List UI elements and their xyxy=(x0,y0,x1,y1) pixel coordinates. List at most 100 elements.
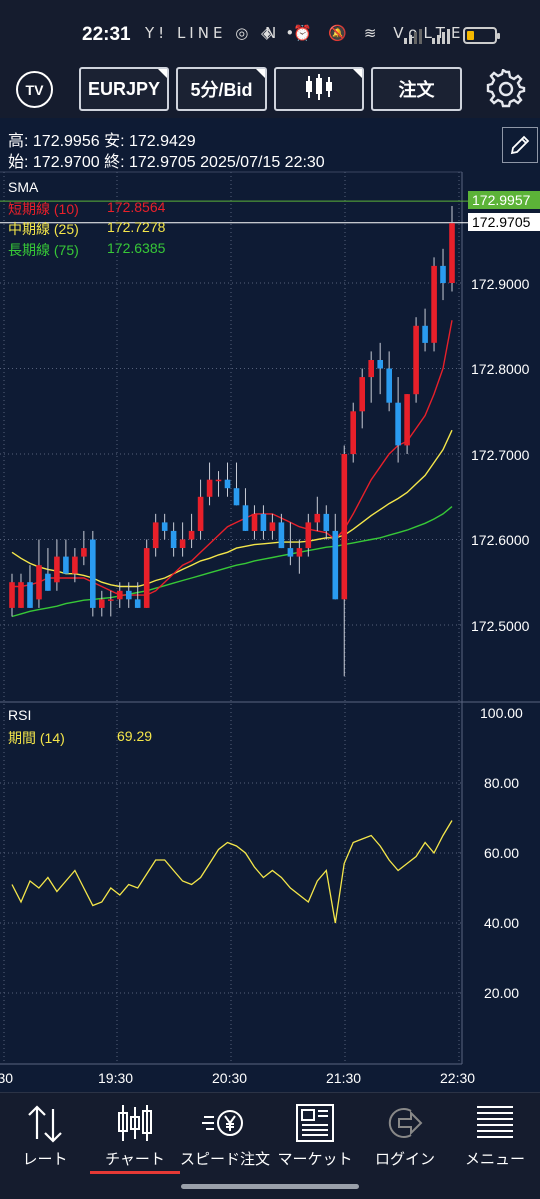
time-tick: 20:30 xyxy=(212,1070,248,1086)
candle-body xyxy=(63,556,69,574)
newspaper-icon xyxy=(270,1101,360,1145)
candle-body xyxy=(341,454,348,600)
login-arrow-icon xyxy=(360,1101,450,1145)
nav-speed-order[interactable]: スピード注文 xyxy=(180,1093,270,1183)
nav-menu-label: メニュー xyxy=(464,1150,525,1168)
candle-body xyxy=(278,522,285,549)
ohlc-line-2: 始: 172.9700 終: 172.9705 2025/07/15 22:30 xyxy=(8,154,325,171)
status-bar: 22:31 Y! LINE ◎ ◈ • N ⏰ 🔕 ≋ VoLTE xyxy=(0,0,540,62)
candle-body xyxy=(152,522,159,549)
nav-rate-label: レート xyxy=(22,1150,68,1168)
candle-body xyxy=(126,590,132,600)
candle-body xyxy=(431,265,437,343)
candlestick-icon xyxy=(304,72,334,107)
price-tick: 172.6000 xyxy=(471,532,530,548)
gear-icon[interactable] xyxy=(486,68,526,109)
price-tick: 172.7000 xyxy=(471,447,530,463)
candle-body xyxy=(72,556,78,574)
battery-icon xyxy=(463,27,500,44)
status-time: 22:31 xyxy=(82,24,131,45)
sma-title: SMA xyxy=(8,179,39,195)
sma-mid-line xyxy=(11,429,453,588)
candle-body xyxy=(449,223,455,283)
active-tab-indicator xyxy=(90,1171,180,1174)
candle-body xyxy=(314,513,321,523)
candle-body xyxy=(108,599,114,601)
nav-menu[interactable]: メニュー xyxy=(450,1093,540,1183)
nav-chart[interactable]: チャート xyxy=(90,1093,180,1183)
ohlc-line-1: 高: 172.9956 安: 172.9429 xyxy=(8,133,196,150)
candle-body xyxy=(242,505,249,531)
candle-body xyxy=(117,590,123,600)
bottom-navigation: レート チャート スピード注文 マーケット ログイン メニュー xyxy=(0,1092,540,1199)
candle-body xyxy=(99,599,105,608)
chart-toolbar: TV EURJPY 5分/Bid 注文 xyxy=(0,62,540,118)
nav-login[interactable]: ログイン xyxy=(360,1093,450,1183)
candle-body xyxy=(296,548,303,557)
sma-short-line xyxy=(12,320,453,596)
candle-body xyxy=(170,530,177,548)
candle-body xyxy=(206,479,213,497)
candle-body xyxy=(215,479,222,482)
rsi-tick: 20.00 xyxy=(484,985,520,1001)
sma-long-value: 172.6385 xyxy=(107,240,166,256)
candle-body xyxy=(368,360,374,378)
candle-body xyxy=(188,530,195,540)
candle-body xyxy=(422,325,428,343)
rsi-tick: 60.00 xyxy=(484,845,520,861)
time-tick: 22:30 xyxy=(440,1070,476,1086)
price-tick: 172.5000 xyxy=(471,618,530,634)
symbol-selector-button[interactable]: EURJPY xyxy=(79,67,169,111)
price-tick: 172.9000 xyxy=(471,276,530,292)
sma-long-line xyxy=(11,506,453,618)
sma-mid-value: 172.7278 xyxy=(107,219,166,235)
candle-body xyxy=(323,513,330,531)
time-tick: 21:30 xyxy=(326,1070,362,1086)
candle-body xyxy=(260,513,267,531)
tradingview-logo-icon[interactable]: TV xyxy=(16,71,53,108)
candle-body xyxy=(54,556,60,583)
candle-body xyxy=(161,522,168,531)
candle-body xyxy=(18,582,24,608)
candle-body xyxy=(143,548,150,608)
candle-body xyxy=(134,599,141,608)
rsi-tick: 100.00 xyxy=(480,705,523,721)
chart-type-button[interactable] xyxy=(274,67,364,111)
timeframe-label: 5分/Bid xyxy=(190,80,253,100)
candle-body xyxy=(350,411,356,455)
candle-body xyxy=(233,488,240,506)
nav-rate[interactable]: レート xyxy=(0,1093,90,1183)
candle-body xyxy=(395,402,401,446)
candle-body xyxy=(36,565,42,600)
home-indicator xyxy=(181,1184,359,1189)
rsi-tick: 40.00 xyxy=(484,915,520,931)
candle-body xyxy=(413,325,419,395)
candle-body xyxy=(9,582,15,608)
rsi-tick: 80.00 xyxy=(484,775,520,791)
order-label: 注文 xyxy=(398,80,435,100)
candle-body xyxy=(287,548,294,557)
time-tick: 19:30 xyxy=(98,1070,134,1086)
candle-body xyxy=(90,539,96,608)
order-button[interactable]: 注文 xyxy=(371,67,462,111)
price-chart[interactable] xyxy=(0,118,540,1092)
rsi-line xyxy=(11,820,453,924)
pencil-icon[interactable] xyxy=(502,127,538,163)
nav-market[interactable]: マーケット xyxy=(270,1093,360,1183)
nav-login-label: ログイン xyxy=(374,1150,435,1168)
nav-speed-order-label: スピード注文 xyxy=(179,1150,270,1168)
nav-chart-label: チャート xyxy=(105,1150,165,1168)
timeframe-selector-button[interactable]: 5分/Bid xyxy=(176,67,267,111)
candle-body xyxy=(359,377,365,412)
sma-short-label: 短期線 (10) xyxy=(8,201,79,217)
menu-list-icon xyxy=(450,1101,540,1145)
sma-mid-label: 中期線 (25) xyxy=(8,221,79,237)
rsi-period-label: 期間 (14) xyxy=(8,730,65,746)
candle-body xyxy=(305,522,312,549)
rsi-title: RSI xyxy=(8,707,32,723)
rsi-value: 69.29 xyxy=(117,728,153,744)
time-tick: 18:30 xyxy=(0,1070,14,1086)
candle-body xyxy=(179,539,186,548)
last-price-tag: 172.9705 xyxy=(468,213,540,231)
candle-body xyxy=(404,394,410,446)
